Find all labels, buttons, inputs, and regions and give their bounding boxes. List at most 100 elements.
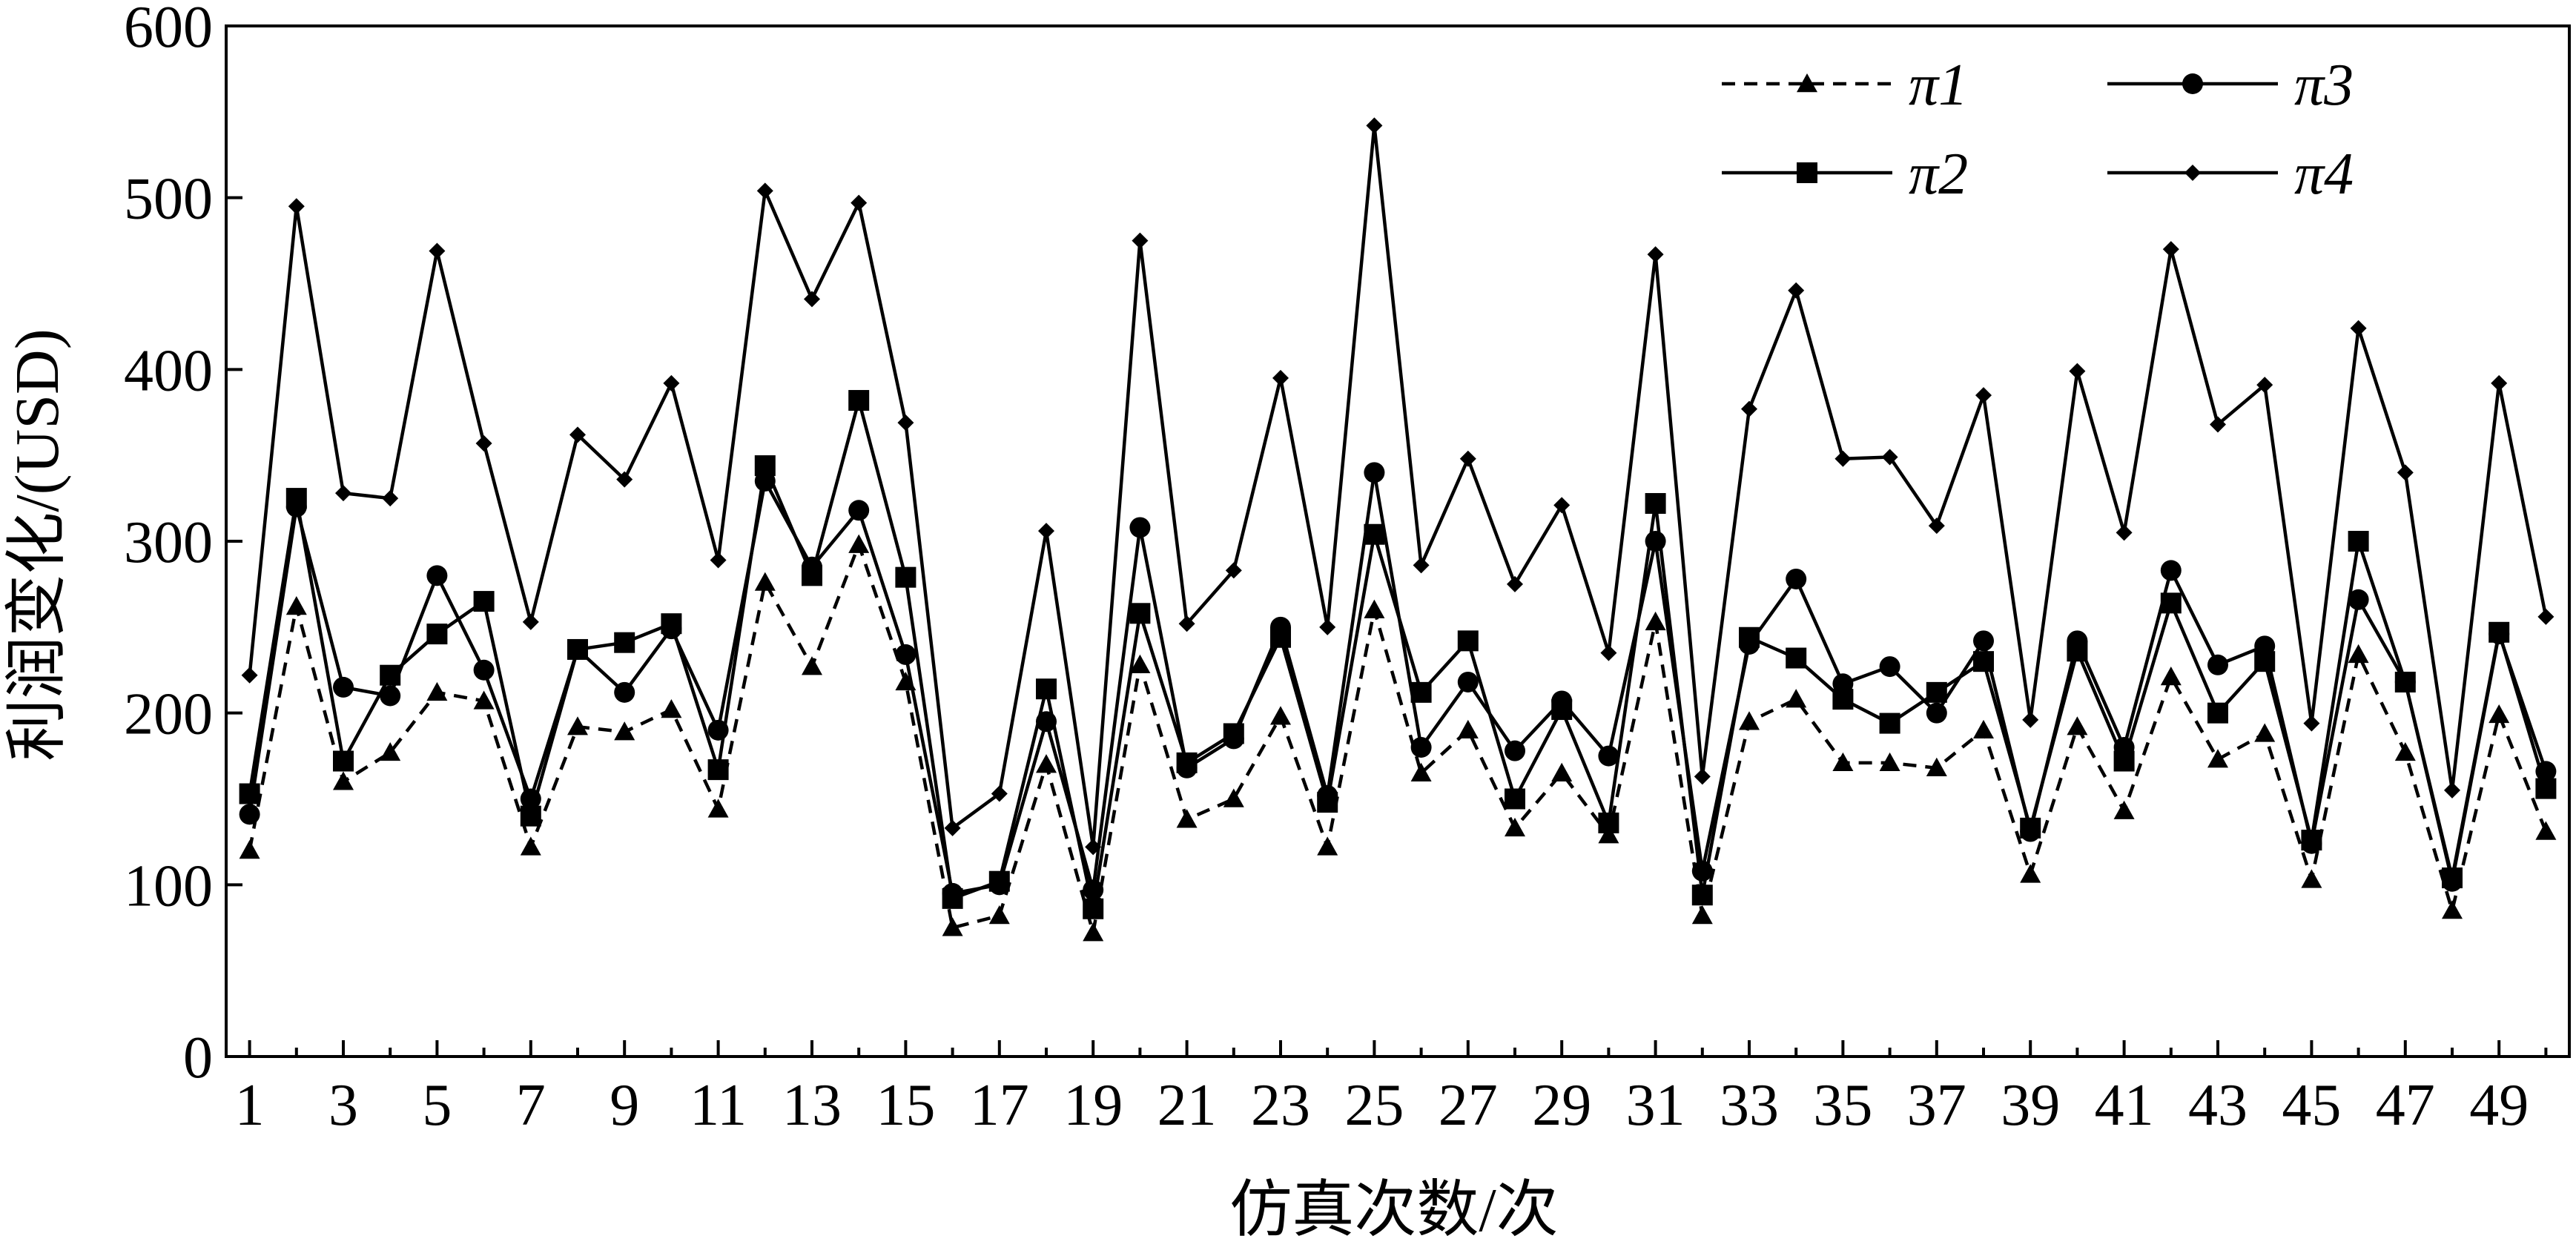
data-point: [1364, 462, 1385, 483]
x-tick-label: 17: [970, 1073, 1029, 1138]
data-point: [1223, 788, 1244, 807]
data-point: [1317, 836, 1338, 856]
series-line: [248, 398, 2548, 911]
data-point: [2069, 363, 2086, 380]
plot-frame: [225, 24, 2571, 1058]
data-point: [333, 750, 354, 772]
data-point: [2442, 900, 2463, 919]
legend-label: π1: [1909, 53, 1968, 118]
data-point: [1317, 784, 1338, 806]
data-point: [1270, 706, 1291, 725]
data-point: [239, 783, 260, 804]
data-point: [475, 434, 492, 452]
data-point: [1553, 497, 1571, 514]
series-2: [239, 390, 2557, 919]
data-point: [895, 644, 917, 665]
y-tick-label: 200: [124, 682, 213, 747]
series-3: [239, 462, 2557, 904]
data-point: [616, 471, 633, 488]
data-point: [1926, 757, 1947, 776]
x-tick-label: 29: [1532, 1073, 1591, 1138]
data-point: [567, 638, 588, 660]
data-point: [1038, 523, 1054, 540]
data-point: [895, 566, 917, 588]
data-point: [2067, 630, 2088, 652]
data-point: [2207, 749, 2228, 768]
data-point: [1786, 647, 1807, 669]
data-point: [2397, 464, 2414, 481]
data-point: [520, 788, 541, 810]
data-point: [1739, 634, 1760, 655]
data-point: [661, 699, 682, 718]
data-point: [848, 390, 870, 411]
data-point: [2491, 374, 2508, 391]
data-point: [2350, 320, 2367, 337]
data-point: [1598, 824, 1619, 844]
data-point: [1741, 400, 1757, 417]
y-tick-label: 400: [124, 338, 213, 403]
data-point: [2113, 800, 2135, 819]
data-point: [2442, 870, 2463, 892]
legend-marker: [2182, 73, 2203, 94]
x-tick-label: 25: [1344, 1073, 1404, 1138]
data-point: [942, 917, 963, 936]
legend-item-2: π2: [1722, 142, 1968, 207]
data-point: [1225, 562, 1242, 579]
data-point: [2303, 715, 2320, 732]
x-tick-label: 9: [610, 1073, 639, 1138]
legend-label: π3: [2294, 53, 2354, 118]
x-tick-label: 43: [2188, 1073, 2248, 1138]
data-point: [1457, 719, 1479, 739]
data-point: [1691, 905, 1713, 925]
data-point: [380, 741, 401, 761]
data-point: [1788, 282, 1805, 299]
data-point: [1834, 450, 1852, 467]
data-point: [473, 659, 495, 681]
x-tick-label: 19: [1063, 1073, 1123, 1138]
data-point: [1132, 232, 1149, 249]
y-tick-label: 100: [124, 853, 213, 919]
data-point: [848, 500, 870, 521]
x-axis: 1 3 5 7 9 11 13 15 17 19 21 23 25 27 29 31 33 35 37 39 41 43 4…: [235, 1040, 2548, 1138]
data-point: [1505, 740, 1525, 761]
data-point: [754, 470, 776, 492]
data-point: [1507, 575, 1523, 592]
data-point: [1366, 117, 1383, 134]
y-axis: 0 100 200 300 400 500 600: [124, 0, 242, 1091]
data-point: [942, 882, 963, 904]
data-point: [802, 556, 822, 578]
data-point: [473, 690, 495, 710]
data-point: [1129, 517, 1151, 538]
data-point: [285, 496, 307, 518]
x-tick-label: 45: [2282, 1073, 2341, 1138]
data-point: [1645, 531, 1666, 552]
data-point: [285, 596, 307, 615]
data-point: [804, 291, 820, 308]
data-point: [426, 565, 448, 586]
legend-label: π2: [1909, 142, 1968, 207]
data-point: [1739, 711, 1760, 730]
data-point: [335, 485, 351, 502]
data-point: [1410, 737, 1432, 758]
data-point: [2020, 864, 2041, 883]
data-point: [1176, 757, 1198, 778]
data-point: [569, 426, 586, 443]
x-tick-label: 1: [235, 1073, 265, 1138]
data-point: [1926, 702, 1947, 724]
data-point: [1551, 762, 1573, 781]
series-1: [239, 534, 2557, 942]
data-point: [614, 681, 635, 703]
data-point: [1832, 752, 1854, 772]
data-point: [1691, 860, 1713, 882]
x-tick-label: 31: [1626, 1073, 1685, 1138]
data-point: [2020, 821, 2041, 842]
legend: π1 π2 π3 π4: [1722, 53, 2354, 207]
data-point: [1459, 450, 1476, 467]
data-point: [1879, 752, 1900, 772]
data-point: [2113, 737, 2135, 758]
data-point: [1973, 630, 1994, 652]
x-tick-label: 47: [2376, 1073, 2435, 1138]
legend-marker: [1797, 73, 1817, 93]
data-point: [710, 552, 727, 569]
